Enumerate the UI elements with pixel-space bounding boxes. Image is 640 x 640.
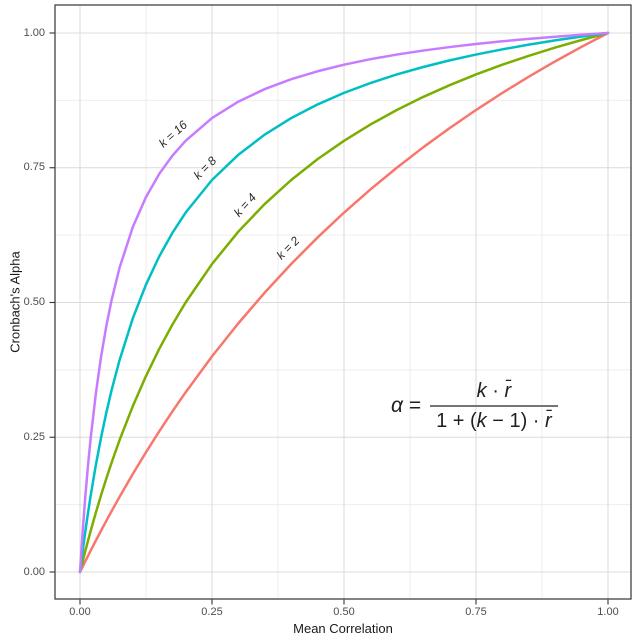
- y-tick-label-0.25: 0.25: [23, 430, 45, 443]
- x-axis-title: Mean Correlation: [293, 621, 393, 636]
- y-tick-label-0.75: 0.75: [23, 161, 45, 174]
- x-tick-label-0.75: 0.75: [465, 606, 487, 618]
- y-axis-title: Cronbach's Alpha: [7, 251, 23, 353]
- formula-annotation: α = k · r̄ 1 + (k − 1) · r̄: [391, 379, 558, 433]
- formula-numerator-k: k: [476, 380, 487, 402]
- formula-equals-sign: =: [408, 394, 422, 417]
- y-tick-label-0.00: 0.00: [23, 565, 45, 578]
- curve-k-16: [78, 31, 610, 574]
- formula-numerator-rbar: r̄: [504, 380, 512, 402]
- x-tick-label-0.00: 0.00: [69, 606, 91, 618]
- y-tick-label-1.00: 1.00: [23, 26, 45, 39]
- formula-fraction-bar: [430, 405, 558, 407]
- formula-denominator-rbar: r̄: [545, 410, 552, 432]
- panel-border: [54, 4, 632, 600]
- x-tick-label-0.25: 0.25: [201, 606, 223, 618]
- formula-alpha-symbol: α: [391, 394, 403, 417]
- x-tick-label-1.00: 1.00: [597, 606, 619, 618]
- y-tick-label-0.50: 0.50: [23, 296, 45, 308]
- formula-lhs: α =: [391, 394, 421, 418]
- curve-k-8: [78, 31, 610, 574]
- formula-fraction: k · r̄ 1 + (k − 1) · r̄: [430, 379, 558, 433]
- curve-k-2: [78, 31, 610, 574]
- x-tick-label-0.50: 0.50: [333, 606, 355, 618]
- formula-denominator-mid: − 1) ·: [486, 410, 546, 432]
- formula-numerator: k · r̄: [471, 379, 517, 403]
- formula-denominator-prefix: 1 + (: [436, 410, 477, 432]
- formula-numerator-dot: ·: [486, 380, 505, 402]
- formula-denominator: 1 + (k − 1) · r̄: [430, 409, 558, 433]
- curve-k-4: [78, 31, 610, 574]
- formula-denominator-k: k: [476, 410, 487, 432]
